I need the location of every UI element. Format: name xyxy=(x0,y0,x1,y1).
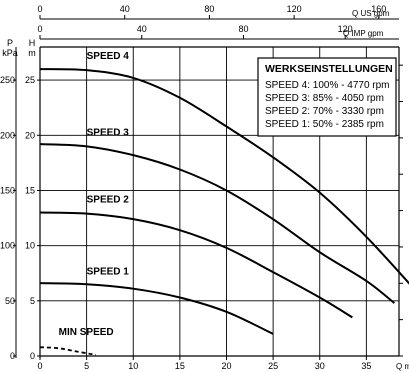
curve-label-speed-4: SPEED 4 xyxy=(87,51,130,62)
tick-label-m: 15 xyxy=(25,185,35,195)
curve-speed-4 xyxy=(39,68,409,285)
axis-unit-m: m xyxy=(28,48,36,58)
curve-label-min-speed: MIN SPEED xyxy=(59,327,114,338)
curve-speed-1 xyxy=(39,282,274,335)
tick-label-kpa: 100 xyxy=(0,241,15,251)
settings-box-title: WERKSEINSTELLUNGEN xyxy=(265,63,393,75)
tick-label-kpa: 0 xyxy=(10,351,15,361)
tick-label-x: 0 xyxy=(37,361,42,371)
tick-label-m: 5 xyxy=(30,296,35,306)
curve-min-speed xyxy=(39,346,97,356)
tick-label-us: 0 xyxy=(37,4,42,14)
tick-label-x: 10 xyxy=(128,361,138,371)
tick-label-us: 120 xyxy=(287,4,302,14)
tick-label-x: 20 xyxy=(221,361,231,371)
settings-box-line: SPEED 1: 50% - 2385 rpm xyxy=(265,119,384,130)
tick-label-us: 80 xyxy=(204,4,214,14)
tick-label-imp: 80 xyxy=(238,24,248,34)
chart-curve-labels: SPEED 4 SPEED 3 SPEED 2 SPEED 1 MIN SPEED xyxy=(59,51,130,338)
axis-label-us: Q US gpm xyxy=(352,9,390,18)
axis-unit-kpa: kPa xyxy=(2,48,18,58)
tick-label-imp: 120 xyxy=(338,24,353,34)
tick-label-m: 25 xyxy=(25,75,35,85)
settings-box-line: SPEED 3: 85% - 4050 rpm xyxy=(265,93,384,104)
tick-label-m: 0 xyxy=(30,351,35,361)
tick-label-x: 15 xyxy=(175,361,185,371)
axis-label-imp: Q IMP gpm xyxy=(343,29,384,38)
x-axis-label: Q m³/h xyxy=(396,362,409,371)
tick-label-kpa: 250 xyxy=(0,75,15,85)
tick-label-x: 25 xyxy=(268,361,278,371)
tick-label-m: 20 xyxy=(25,130,35,140)
tick-label-kpa: 50 xyxy=(5,296,15,306)
curve-speed-3 xyxy=(39,143,395,304)
tick-label-kpa: 150 xyxy=(0,185,15,195)
curve-speed-2 xyxy=(39,211,353,319)
settings-box-line: SPEED 4: 100% - 4770 rpm xyxy=(265,80,390,91)
curve-label-speed-2: SPEED 2 xyxy=(87,195,130,206)
settings-box-frame xyxy=(257,57,397,137)
curve-label-speed-1: SPEED 1 xyxy=(87,266,130,277)
axis-unit-h: H xyxy=(29,38,36,48)
chart-curves xyxy=(39,68,409,356)
tick-label-x: 30 xyxy=(315,361,325,371)
tick-label-m: 10 xyxy=(25,241,35,251)
tick-label-kpa: 200 xyxy=(0,130,15,140)
tick-label-x: 5 xyxy=(84,361,89,371)
tick-label-imp: 40 xyxy=(137,24,147,34)
tick-label-us: 40 xyxy=(120,4,130,14)
axis-unit-p: P xyxy=(7,38,13,48)
curve-label-speed-3: SPEED 3 xyxy=(87,127,130,138)
settings-box: WERKSEINSTELLUNGEN SPEED 4: 100% - 4770 r… xyxy=(257,57,397,137)
tick-label-x: 35 xyxy=(361,361,371,371)
chart-axes xyxy=(39,46,400,358)
tick-label-imp: 0 xyxy=(37,24,42,34)
tick-label-us: 160 xyxy=(371,4,386,14)
settings-box-line: SPEED 2: 70% - 3330 rpm xyxy=(265,106,384,117)
